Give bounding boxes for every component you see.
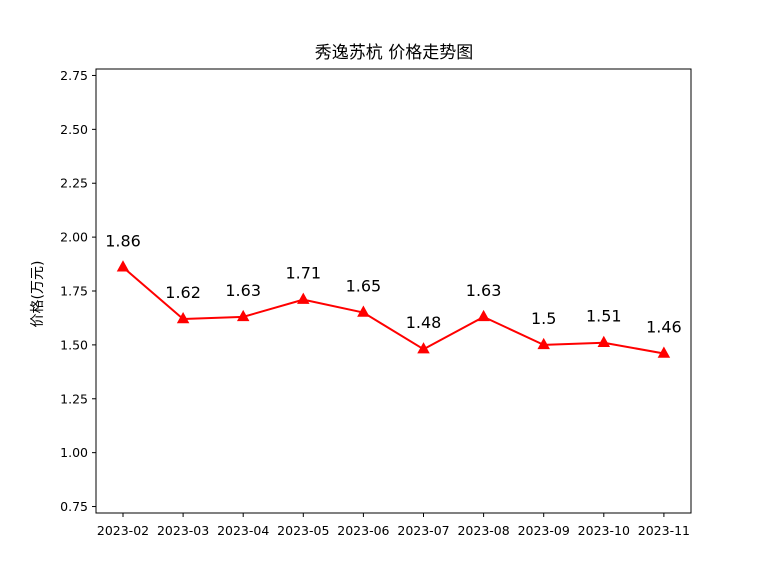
data-label: 1.51 (586, 307, 622, 326)
x-tick-label: 2023-02 (97, 523, 149, 538)
y-tick-label: 2.00 (60, 230, 88, 245)
y-tick-label: 1.75 (60, 284, 88, 299)
x-tick-label: 2023-08 (457, 523, 509, 538)
y-tick-label: 0.75 (60, 499, 88, 514)
y-tick-label: 2.50 (60, 122, 88, 137)
data-point-marker (357, 305, 370, 317)
y-tick-label: 1.00 (60, 445, 88, 460)
x-tick-label: 2023-10 (578, 523, 630, 538)
x-tick-label: 2023-06 (337, 523, 389, 538)
data-label: 1.63 (225, 281, 261, 300)
data-point-marker (537, 337, 550, 350)
data-point-marker (417, 342, 430, 354)
x-tick-label: 2023-04 (217, 523, 269, 538)
x-tick-label: 2023-07 (397, 523, 449, 538)
data-label: 1.63 (466, 281, 502, 300)
y-tick-label: 2.75 (60, 68, 88, 83)
y-tick-label: 1.25 (60, 391, 88, 406)
data-label: 1.65 (346, 277, 382, 296)
data-point-marker (176, 311, 190, 324)
chart-title: 秀逸苏杭 价格走势图 (315, 43, 473, 63)
data-label: 1.5 (531, 309, 556, 328)
data-point-marker (597, 335, 611, 347)
y-tick-label: 2.25 (60, 176, 88, 191)
x-tick-label: 2023-11 (638, 523, 690, 538)
data-label: 1.48 (406, 313, 442, 332)
x-tick-label: 2023-05 (277, 523, 329, 538)
x-tick-label: 2023-09 (518, 523, 570, 538)
data-label: 1.46 (646, 318, 682, 337)
x-tick-label: 2023-03 (157, 523, 209, 538)
data-point-marker (297, 292, 310, 304)
price-series-line (122, 266, 665, 355)
y-axis-label: 价格(万元) (30, 261, 46, 328)
data-point-marker (236, 309, 250, 322)
data-label: 1.86 (105, 231, 141, 250)
data-label: 1.62 (165, 283, 201, 302)
y-tick-label: 1.50 (60, 337, 88, 352)
data-point-marker (657, 346, 671, 358)
data-point-marker (477, 309, 490, 322)
data-label: 1.71 (285, 264, 321, 283)
data-point-marker (116, 260, 130, 272)
